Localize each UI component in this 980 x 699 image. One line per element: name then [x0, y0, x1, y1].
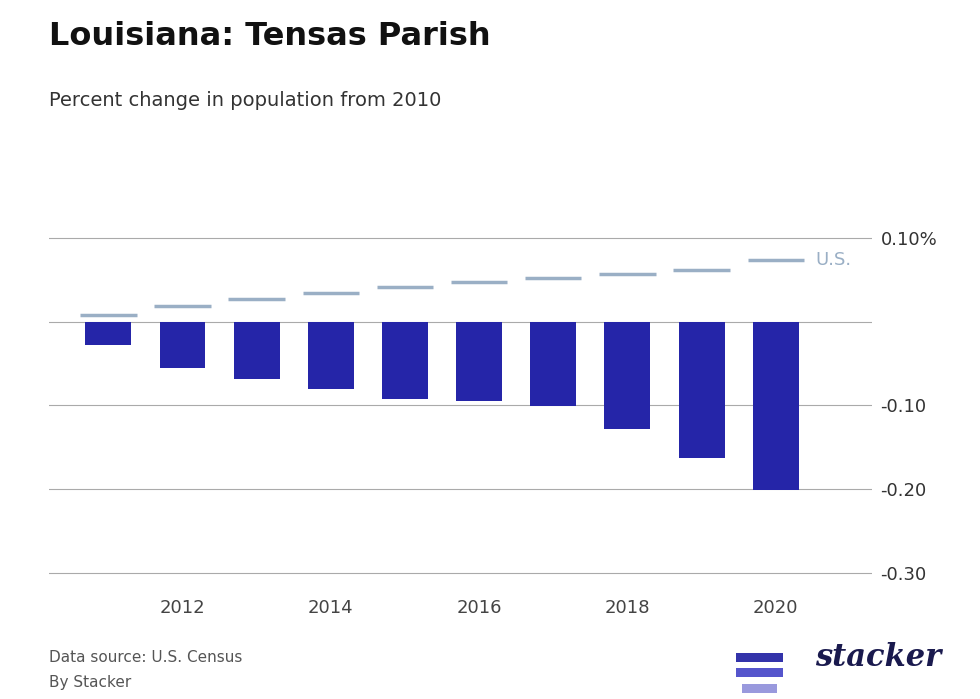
Text: stacker: stacker	[814, 642, 941, 672]
Bar	[530, 322, 576, 406]
Bar	[382, 322, 428, 398]
Bar	[678, 322, 724, 459]
Text: Data source: U.S. Census: Data source: U.S. Census	[49, 650, 242, 665]
Text: Louisiana: Tensas Parish: Louisiana: Tensas Parish	[49, 21, 491, 52]
Bar	[160, 322, 206, 368]
Text: By Stacker: By Stacker	[49, 675, 131, 689]
Text: Percent change in population from 2010: Percent change in population from 2010	[49, 91, 441, 110]
Text: U.S.: U.S.	[815, 252, 852, 269]
Bar	[605, 322, 651, 429]
Bar	[456, 322, 502, 401]
Bar	[233, 322, 279, 379]
Bar	[308, 322, 354, 389]
Bar	[753, 322, 799, 490]
Bar	[85, 322, 131, 345]
